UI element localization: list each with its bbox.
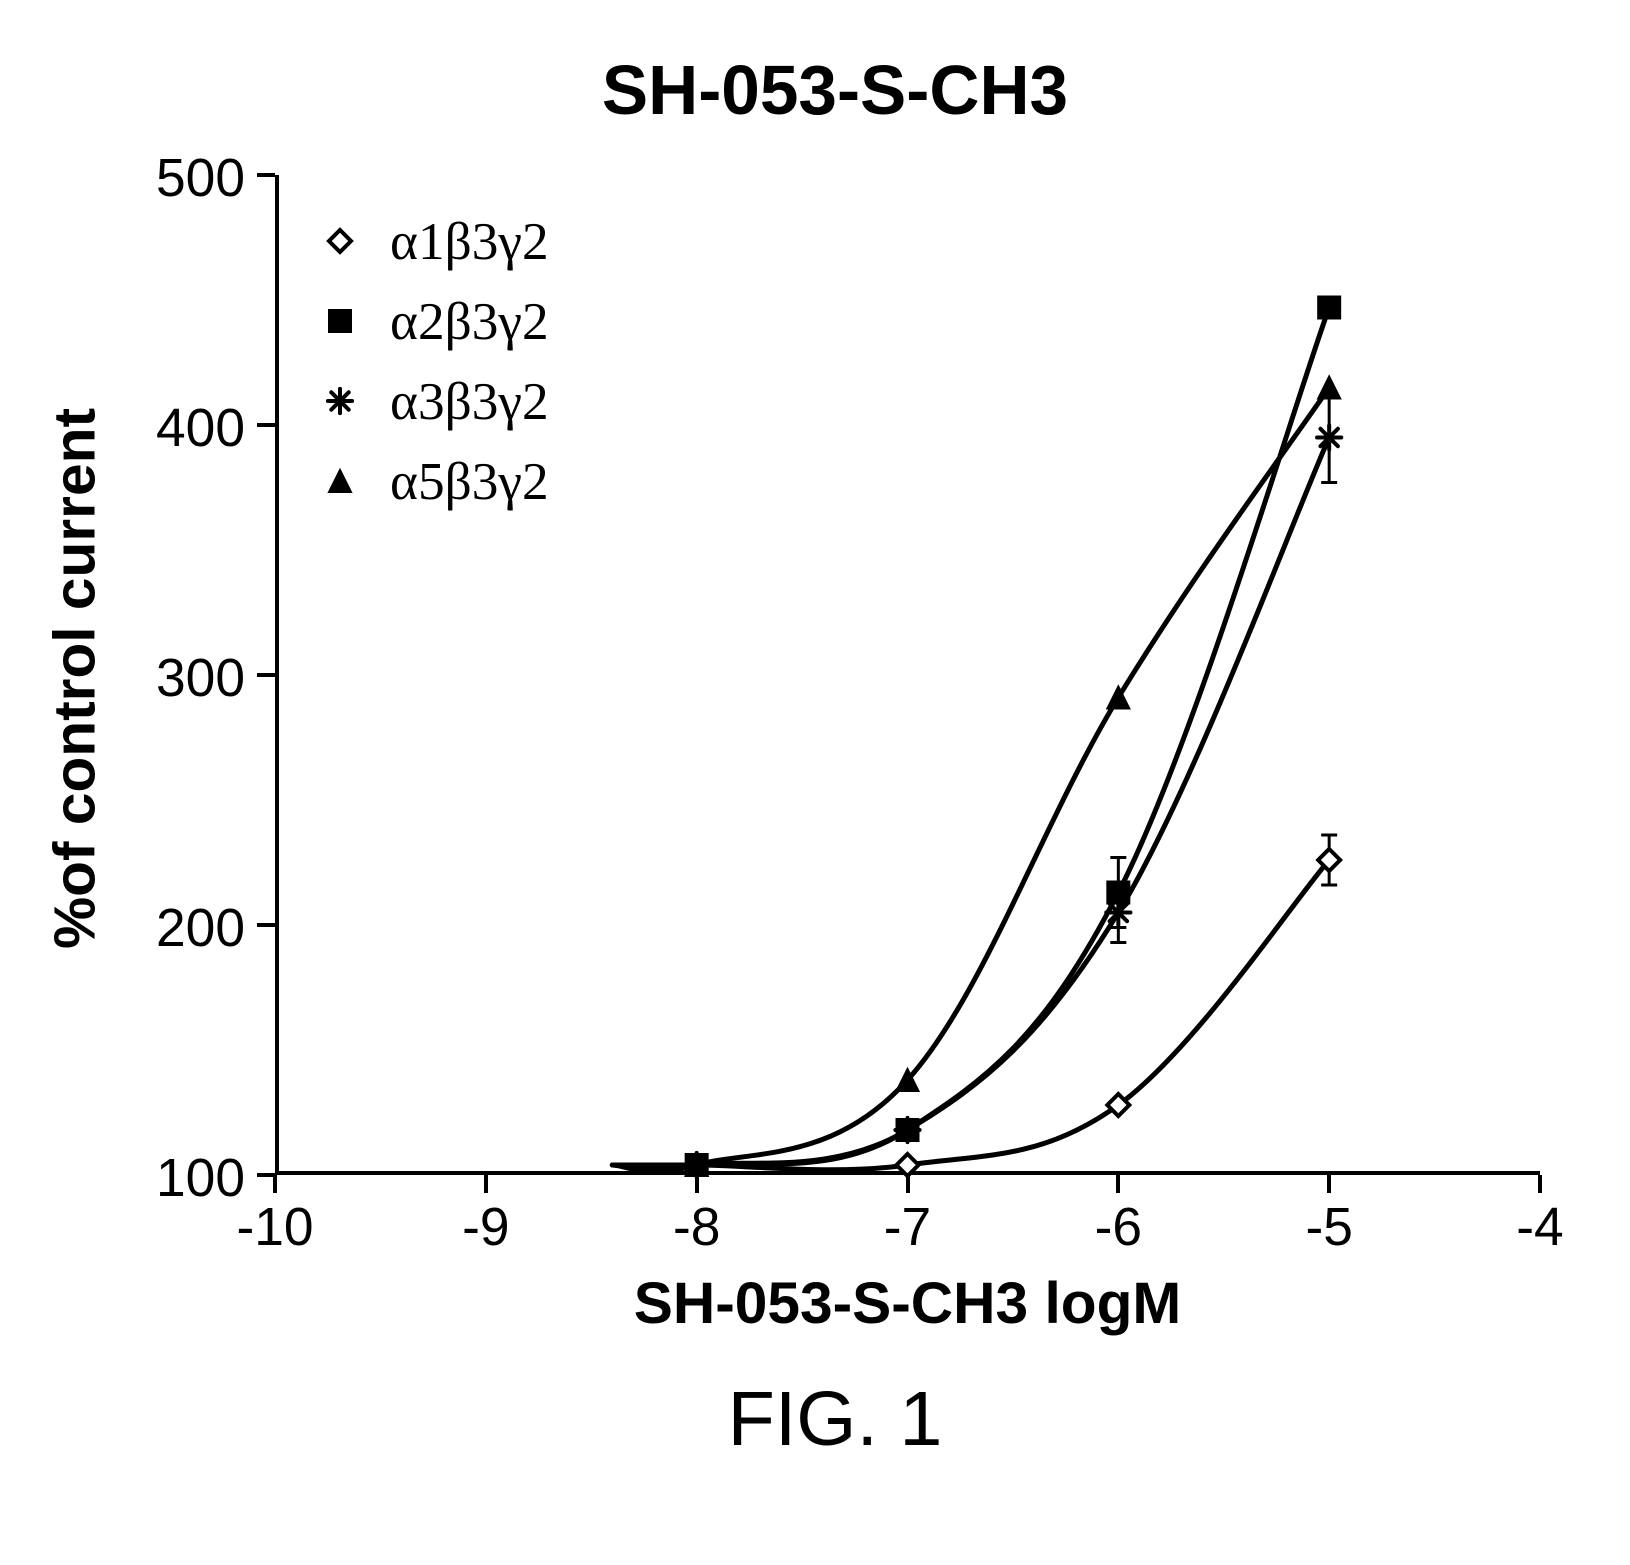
figure: SH-053-S-CH3 %of control current SH-053-… bbox=[20, 20, 1630, 1545]
y-tick-label: 200 bbox=[135, 898, 245, 959]
legend: α1β3γ2 α2β3γ2 α3β3γ2 α5β3γ2 bbox=[320, 210, 549, 530]
x-axis-label: SH-053-S-CH3 logM bbox=[275, 1270, 1540, 1337]
x-tick-label: -5 bbox=[1269, 1197, 1389, 1258]
x-tick-label: -10 bbox=[215, 1197, 335, 1258]
x-tick-mark bbox=[1327, 1175, 1331, 1193]
y-tick-mark bbox=[257, 923, 275, 927]
legend-row: α2β3γ2 bbox=[320, 290, 549, 352]
x-tick-mark bbox=[1116, 1175, 1120, 1193]
x-tick-label: -9 bbox=[426, 1197, 546, 1258]
y-tick-label: 400 bbox=[135, 398, 245, 459]
x-tick-mark bbox=[906, 1175, 910, 1193]
figure-caption: FIG. 1 bbox=[20, 1375, 1630, 1464]
x-tick-label: -7 bbox=[848, 1197, 968, 1258]
y-axis-label: %of control current bbox=[42, 399, 109, 959]
legend-row: α1β3γ2 bbox=[320, 210, 549, 272]
x-tick-mark bbox=[273, 1175, 277, 1193]
legend-marker bbox=[320, 381, 360, 421]
x-tick-label: -4 bbox=[1480, 1197, 1600, 1258]
x-tick-label: -6 bbox=[1058, 1197, 1178, 1258]
y-tick-label: 500 bbox=[135, 148, 245, 209]
legend-label: α5β3γ2 bbox=[390, 450, 549, 512]
y-tick-mark bbox=[257, 673, 275, 677]
x-tick-label: -8 bbox=[637, 1197, 757, 1258]
x-tick-mark bbox=[695, 1175, 699, 1193]
x-tick-mark bbox=[484, 1175, 488, 1193]
x-tick-mark bbox=[1538, 1175, 1542, 1193]
y-tick-label: 300 bbox=[135, 648, 245, 709]
y-tick-mark bbox=[257, 173, 275, 177]
legend-label: α2β3γ2 bbox=[390, 290, 549, 352]
legend-row: α5β3γ2 bbox=[320, 450, 549, 512]
legend-marker bbox=[320, 461, 360, 501]
legend-label: α3β3γ2 bbox=[390, 370, 549, 432]
legend-label: α1β3γ2 bbox=[390, 210, 549, 272]
y-tick-mark bbox=[257, 423, 275, 427]
legend-marker bbox=[320, 221, 360, 261]
legend-row: α3β3γ2 bbox=[320, 370, 549, 432]
legend-marker bbox=[320, 301, 360, 341]
